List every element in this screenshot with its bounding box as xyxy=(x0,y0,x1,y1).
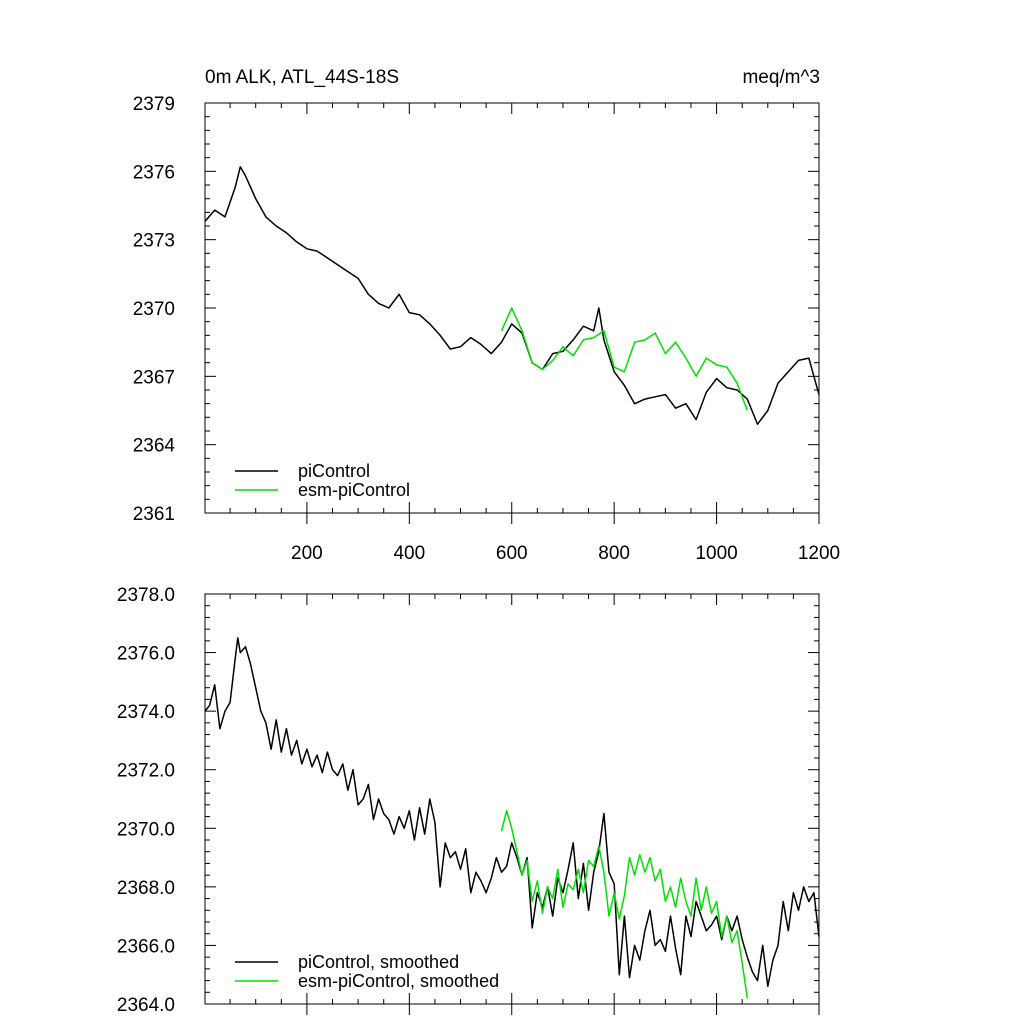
y-tick-label: 2378.0 xyxy=(117,585,175,606)
bottom-panel: 2364.0 2366.0 2368.0 2370.0 2372.0 2374.0 2376… xyxy=(117,585,820,1016)
top-series-group xyxy=(204,166,820,425)
legend-label: piControl, smoothed xyxy=(298,952,459,972)
y-tick-label: 2379 xyxy=(133,94,175,115)
y-tick-label: 2373 xyxy=(133,231,175,252)
top-panel: 2361 2364 2367 2370 2373 2376 2379 200 400 600 800… xyxy=(133,94,840,564)
bottom-series-group xyxy=(204,637,820,999)
x-tick-label: 800 xyxy=(598,543,630,564)
legend-label: esm-piControl, smoothed xyxy=(298,971,499,991)
y-tick-label: 2366.0 xyxy=(117,936,175,957)
series-line-picontrol-smoothed xyxy=(204,637,820,988)
y-tick-label: 2367 xyxy=(133,367,175,388)
y-tick-label: 2364 xyxy=(133,436,176,457)
y-tick-label: 2376 xyxy=(133,162,175,183)
y-tick-label: 2361 xyxy=(133,504,175,525)
y-tick-label: 2376.0 xyxy=(117,644,175,665)
x-tick-label: 1200 xyxy=(798,543,840,564)
y-tick-label: 2370.0 xyxy=(117,819,175,840)
x-tick-label: 600 xyxy=(496,543,528,564)
y-tick-label: 2372.0 xyxy=(117,761,175,782)
chart-title: 0m ALK, ATL_44S-18S xyxy=(205,67,399,88)
y-tick-label: 2370 xyxy=(133,299,175,320)
y-tick-label: 2368.0 xyxy=(117,878,175,899)
series-line-esm-picontrol-smoothed xyxy=(500,809,749,999)
x-tick-label: 200 xyxy=(291,543,323,564)
x-tick-label: 1000 xyxy=(695,543,737,564)
series-line-esm-picontrol xyxy=(500,307,749,411)
y-tick-label: 2364.0 xyxy=(117,995,175,1016)
top-axes-ticks: 2361 2364 2367 2370 2373 2376 2379 200 400 600 800… xyxy=(133,94,840,564)
y-tick-label: 2374.0 xyxy=(117,702,175,723)
legend-label: esm-piControl xyxy=(298,480,410,500)
series-line-picontrol xyxy=(204,166,820,425)
units-label: meq/m^3 xyxy=(742,67,820,88)
bottom-plot-frame xyxy=(204,593,820,1005)
x-tick-label: 400 xyxy=(393,543,425,564)
legend-label: piControl xyxy=(298,461,370,481)
bottom-axes-ticks: 2364.0 2366.0 2368.0 2370.0 2372.0 2374.0 2376… xyxy=(117,585,820,1016)
